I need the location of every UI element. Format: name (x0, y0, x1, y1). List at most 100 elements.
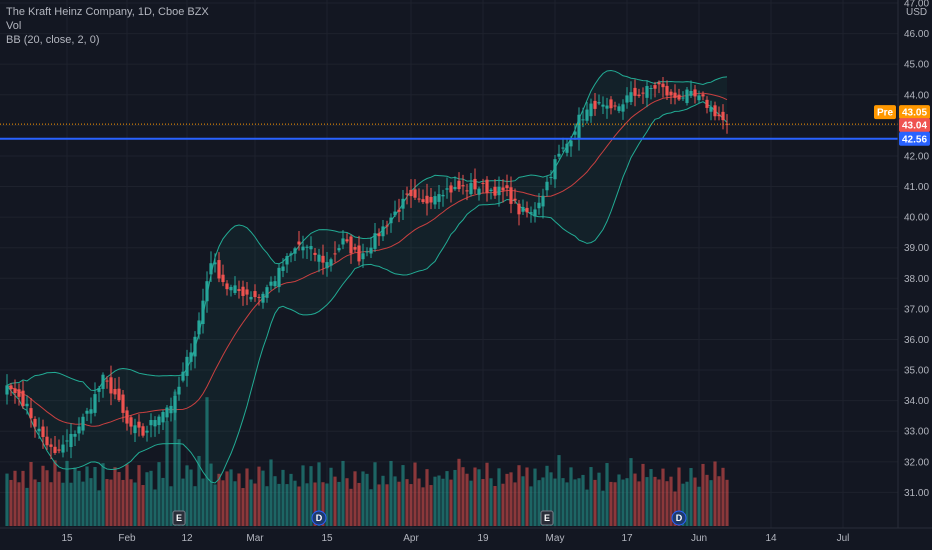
volume-bar (317, 462, 321, 526)
horizontal-level[interactable] (0, 123, 898, 140)
candle-body (373, 233, 377, 249)
candle-body (321, 255, 325, 263)
candle-body (469, 183, 473, 195)
candle-body (193, 336, 197, 357)
volume-bars (5, 391, 729, 526)
volume-bar (701, 463, 705, 526)
volume-bar (689, 468, 693, 526)
candle-body (337, 248, 341, 251)
volume-bar (393, 476, 397, 526)
volume-bar (21, 470, 25, 526)
price-axis[interactable]: 31.00 32.00 33.00 34.00 35.00 36.00 37.00 38.00… (874, 0, 930, 528)
candle-body (633, 87, 637, 96)
volume-bar (321, 482, 325, 526)
candle-body (397, 209, 401, 212)
candle-body (457, 180, 461, 190)
chart-grid (0, 0, 898, 528)
volume-bar (97, 490, 101, 526)
volume-bar (513, 482, 517, 526)
earnings-marker (540, 510, 554, 526)
x-tick-label: 12 (181, 533, 193, 544)
y-tick-label: 37.00 (904, 304, 929, 315)
y-tick-label: 36.00 (904, 335, 929, 346)
volume-bar (301, 465, 305, 526)
candle-body (33, 418, 37, 427)
volume-bar (533, 468, 537, 526)
candle-body (481, 182, 485, 184)
candle-body (97, 387, 101, 392)
volume-bar (341, 460, 345, 526)
volume-bar (477, 469, 481, 526)
volume-bar (389, 460, 393, 526)
bollinger-legend[interactable]: BB (20, close, 2, 0) (6, 34, 100, 46)
volume-bar (37, 482, 41, 526)
volume-bar (361, 471, 365, 526)
volume-bar (201, 478, 205, 526)
volume-bar (717, 476, 721, 526)
candle-body (377, 233, 381, 237)
volume-bar (489, 478, 493, 526)
volume-bar (633, 473, 637, 526)
volume-bar (85, 466, 89, 526)
candle-body (425, 195, 429, 204)
candle-body (501, 187, 505, 191)
volume-bar (549, 472, 553, 526)
volume-bar (173, 391, 177, 526)
y-tick-label: 42.00 (904, 151, 929, 162)
volume-bar (185, 465, 189, 526)
candle-body (49, 444, 53, 447)
volume-bar (465, 473, 469, 526)
volume-bar (273, 476, 277, 526)
event-marker-label: D (316, 513, 323, 523)
volume-bar (93, 466, 97, 526)
volume-bar (461, 467, 465, 526)
volume-bar (377, 484, 381, 526)
candle-body (85, 410, 89, 414)
volume-bar (649, 469, 653, 526)
last-price-value: 43.04 (902, 121, 927, 132)
volume-bar (381, 475, 385, 526)
volume-bar (233, 481, 237, 526)
volume-bar (473, 467, 477, 526)
x-tick-label: Apr (403, 533, 419, 544)
candle-body (521, 207, 525, 212)
candle-body (69, 433, 73, 448)
candle-body (229, 286, 233, 291)
volume-legend[interactable]: Vol (6, 20, 22, 32)
candle-body (129, 417, 133, 427)
volume-bar (553, 478, 557, 526)
candle-body (541, 195, 545, 207)
candle-body (421, 199, 425, 203)
candle-body (105, 380, 109, 382)
candle-body (349, 236, 353, 254)
candle-body (17, 389, 21, 397)
volume-bar (209, 463, 213, 526)
candle-body (297, 241, 301, 245)
candle-body (237, 289, 241, 291)
volume-bar (333, 476, 337, 526)
volume-bar (581, 474, 585, 526)
candle-body (605, 105, 609, 109)
candle-body (533, 209, 537, 217)
candle-body (593, 100, 597, 109)
time-axis[interactable]: 15 Feb 12 Mar 15 Apr 19 May 17 Jun 14 Jul (0, 527, 932, 544)
candle-body (673, 92, 677, 98)
symbol-legend[interactable]: The Kraft Heinz Company, 1D, Cboe BZX (6, 6, 209, 18)
volume-bar (609, 481, 613, 526)
volume-bar (537, 480, 541, 526)
candle-body (57, 449, 61, 451)
candle-body (161, 411, 165, 423)
volume-bar (353, 471, 357, 526)
volume-bar (681, 483, 685, 526)
candle-body (485, 179, 489, 193)
candle-body (577, 114, 581, 139)
volume-bar (481, 479, 485, 526)
volume-bar (181, 478, 185, 526)
candle-body (609, 99, 613, 109)
y-tick-label: 40.00 (904, 213, 929, 224)
x-tick-label: Mar (246, 533, 264, 544)
x-tick-label: 15 (61, 533, 73, 544)
volume-bar (313, 482, 317, 526)
